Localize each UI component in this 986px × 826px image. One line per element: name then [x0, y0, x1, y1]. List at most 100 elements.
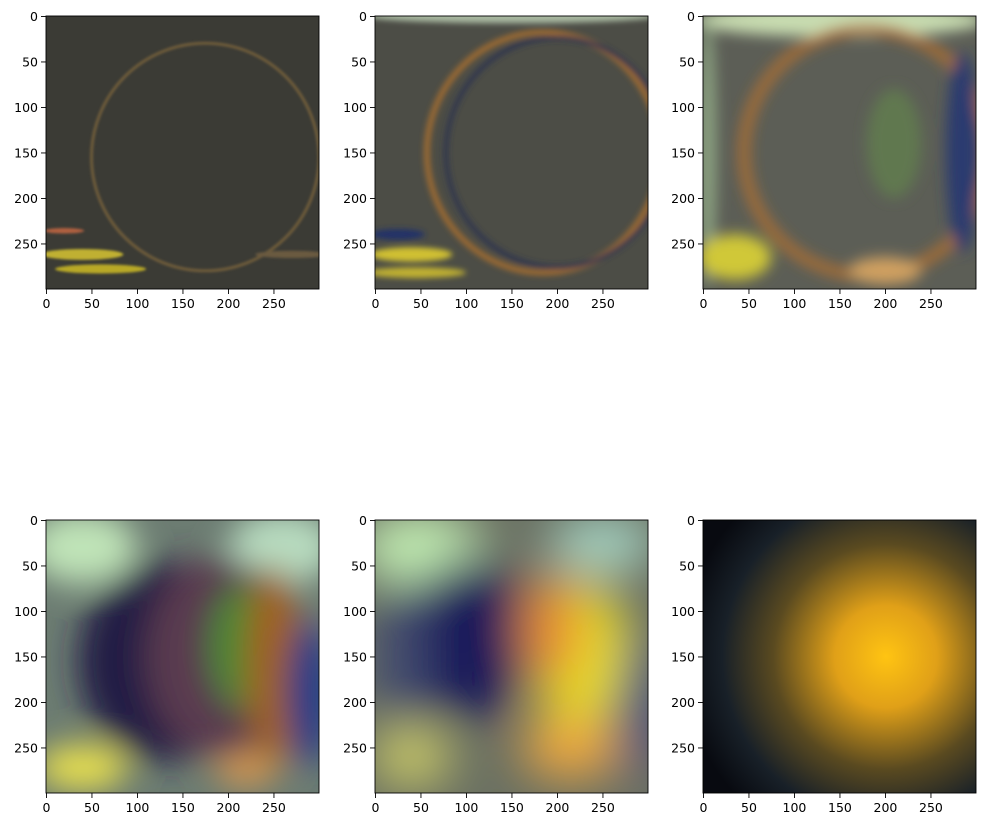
- image-region: [46, 228, 85, 234]
- x-tick-label: 50: [741, 800, 757, 815]
- x-tick-label: 200: [546, 800, 570, 815]
- image-content: [375, 520, 648, 789]
- x-tick-label: 0: [699, 296, 707, 311]
- y-tick-label: 150: [671, 145, 695, 160]
- y-tick-label: 0: [30, 513, 38, 528]
- image-region: [375, 228, 426, 240]
- x-tick-label: 250: [919, 800, 943, 815]
- x-tick-label: 100: [126, 296, 150, 311]
- image-region: [90, 41, 319, 273]
- x-tick-label: 50: [84, 800, 100, 815]
- y-tick-label: 250: [14, 740, 38, 755]
- x-tick-label: 50: [413, 296, 429, 311]
- y-tick-label: 150: [14, 649, 38, 664]
- image-region: [46, 520, 137, 584]
- y-tick-label: 0: [359, 9, 367, 24]
- subplot: 0 50 100 150 200 250 0 50 100 150 200 250: [343, 513, 649, 815]
- image-region: [520, 715, 621, 780]
- image-region: [255, 250, 319, 259]
- y-tick-label: 100: [14, 604, 38, 619]
- y-tick-label: 150: [343, 649, 367, 664]
- axes-frame: [702, 15, 977, 290]
- image-region: [55, 264, 147, 274]
- y-tick-label: 250: [14, 236, 38, 251]
- image-region: [423, 29, 648, 276]
- x-tick-label: 200: [874, 800, 898, 815]
- axes-frame: [374, 15, 649, 290]
- image-content: [703, 16, 976, 289]
- image-content: [46, 520, 319, 791]
- image-background: [703, 520, 976, 793]
- y-tick-label: 200: [671, 695, 695, 710]
- x-tick-label: 0: [42, 800, 50, 815]
- image-region: [866, 88, 922, 198]
- x-tick-label: 50: [413, 800, 429, 815]
- image-region: [375, 16, 648, 24]
- image-region: [406, 556, 535, 721]
- y-tick-label: 150: [671, 649, 695, 664]
- image-region: [46, 744, 128, 791]
- y-tick-label: 250: [343, 740, 367, 755]
- x-tick-label: 100: [126, 800, 150, 815]
- x-tick-label: 200: [874, 296, 898, 311]
- y-tick-label: 200: [671, 191, 695, 206]
- subplot: 0 50 100 150 200 250 0 50 100 150 200 250: [671, 9, 977, 311]
- x-tick-label: 100: [783, 296, 807, 311]
- subplot: 0 50 100 150 200 250 0 50 100 150 200 250: [671, 513, 977, 815]
- y-tick-label: 50: [22, 54, 38, 69]
- x-tick-label: 0: [42, 296, 50, 311]
- x-tick-label: 250: [919, 296, 943, 311]
- y-tick-label: 250: [343, 236, 367, 251]
- image-background: [375, 16, 648, 289]
- image-region: [375, 583, 430, 730]
- x-tick-label: 100: [455, 296, 479, 311]
- x-tick-label: 100: [455, 800, 479, 815]
- x-tick-label: 250: [262, 296, 286, 311]
- y-tick-label: 100: [14, 100, 38, 115]
- axes-frame: [374, 519, 649, 794]
- image-content: [46, 41, 319, 274]
- image-region: [703, 16, 717, 289]
- x-tick-label: 100: [783, 800, 807, 815]
- axes-frame: [45, 519, 320, 794]
- image-region: [444, 35, 648, 270]
- x-tick-label: 0: [699, 800, 707, 815]
- y-tick-label: 50: [679, 558, 695, 573]
- y-tick-label: 100: [671, 604, 695, 619]
- y-tick-label: 200: [14, 695, 38, 710]
- y-tick-label: 0: [359, 513, 367, 528]
- x-tick-label: 150: [500, 800, 524, 815]
- image-region: [703, 234, 772, 280]
- x-tick-label: 150: [828, 296, 852, 311]
- x-tick-label: 0: [371, 800, 379, 815]
- y-tick-label: 200: [14, 191, 38, 206]
- x-tick-label: 200: [217, 800, 241, 815]
- image: [46, 16, 319, 289]
- x-tick-label: 250: [591, 800, 615, 815]
- x-tick-label: 200: [217, 296, 241, 311]
- image-background: [46, 16, 319, 289]
- axes-frame: [702, 519, 977, 794]
- y-tick-label: 250: [671, 740, 695, 755]
- x-tick-label: 150: [171, 296, 195, 311]
- x-tick-label: 150: [500, 296, 524, 311]
- x-tick-label: 200: [546, 296, 570, 311]
- image: [46, 520, 319, 793]
- image-region: [214, 753, 279, 787]
- image-region: [620, 629, 648, 775]
- x-tick-label: 50: [741, 296, 757, 311]
- x-tick-label: 0: [371, 296, 379, 311]
- image-region: [520, 574, 585, 684]
- subplot: 0 50 100 150 200 250 0 50 100 150 200 250: [343, 9, 649, 311]
- y-tick-label: 100: [671, 100, 695, 115]
- image: [375, 16, 648, 289]
- y-tick-label: 200: [343, 191, 367, 206]
- y-tick-label: 100: [343, 604, 367, 619]
- y-tick-label: 250: [671, 236, 695, 251]
- image-region: [46, 248, 124, 260]
- image-region: [945, 52, 976, 253]
- y-tick-label: 50: [679, 54, 695, 69]
- x-tick-label: 250: [591, 296, 615, 311]
